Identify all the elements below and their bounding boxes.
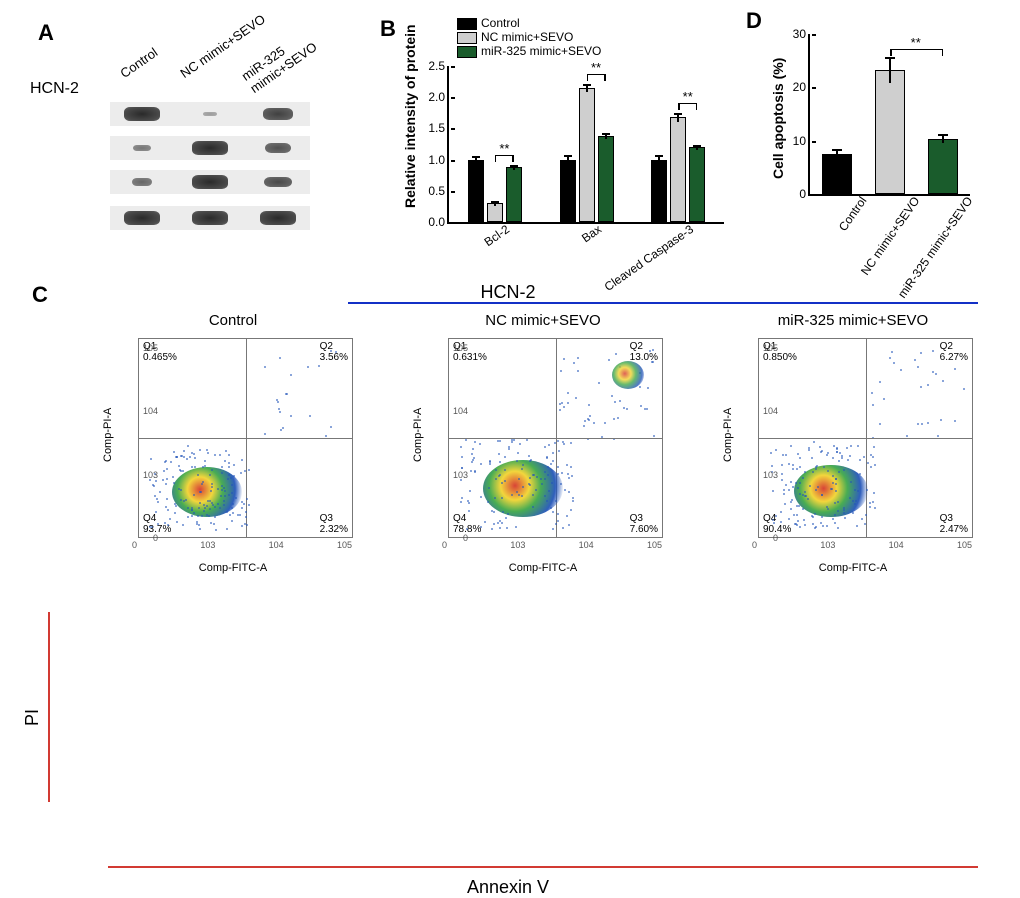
bar xyxy=(598,136,614,222)
legend-b: Control NC mimic+SEVO miR-325 mimic+SEVO xyxy=(457,16,601,58)
blot-row-bax: Bax20KDa xyxy=(110,136,310,160)
chart-d-area: 0102030ControlNC mimic+SEVOmiR-325 mimic… xyxy=(808,34,970,196)
lane-label-2: miR-325 mimic+SEVO xyxy=(239,27,320,96)
pi-axis-text: PI xyxy=(22,709,43,726)
blot-row-gapdh: GAPDH37KDa xyxy=(110,206,310,230)
bar xyxy=(651,160,667,222)
flow-plot: NC mimic+SEVOQ10.631%Q213.0%Q37.60%Q478.… xyxy=(398,332,688,572)
quadrant-label: Q37.60% xyxy=(630,513,658,535)
blot-band xyxy=(192,175,228,188)
quadrant-label: Q23.56% xyxy=(320,341,348,363)
bar xyxy=(487,203,503,222)
panel-b-ytitle: Relative intensity of protein xyxy=(402,24,418,208)
blot-band xyxy=(192,211,228,224)
panel-a-label: A xyxy=(38,20,54,46)
flow-plot: ControlQ10.465%Q23.56%Q32.32%Q493.7%Comp… xyxy=(88,332,378,572)
blot-band xyxy=(192,141,228,154)
figure-root: A HCN-2 Control NC mimic+SEVO miR-325 mi… xyxy=(10,10,1010,761)
blot-band xyxy=(133,145,150,151)
blot-band xyxy=(203,112,216,116)
bar xyxy=(579,88,595,222)
bar xyxy=(875,70,905,194)
panel-b: B Control NC mimic+SEVO miR-325 mimic+SE… xyxy=(392,18,742,268)
bar xyxy=(468,160,484,222)
blot-band xyxy=(263,108,293,119)
panel-b-label: B xyxy=(380,16,396,42)
hcn2-blue-line xyxy=(348,302,978,304)
flow-plot-title: NC mimic+SEVO xyxy=(398,312,688,329)
quadrant-label: Q213.0% xyxy=(630,341,658,363)
panel-d: D Cell apoptosis (%) 0102030ControlNC mi… xyxy=(758,14,1018,294)
panel-d-ytitle: Cell apoptosis (%) xyxy=(770,58,786,179)
pi-red-line xyxy=(48,612,50,802)
blot-row-cleaved-caspase-3: cleaved caspase 317KDa xyxy=(110,170,310,194)
chart-b-area: 0.00.51.01.52.02.5Bcl-2BaxCleaved Caspas… xyxy=(447,66,724,224)
flow-plot-title: Control xyxy=(88,312,378,329)
blot-row-bcl-2: Bcl-226KDa xyxy=(110,102,310,126)
ytick: 0.0 xyxy=(417,215,449,229)
bar xyxy=(689,147,705,222)
quadrant-label: Q490.4% xyxy=(763,513,791,535)
bar xyxy=(506,167,522,222)
blot-band xyxy=(124,107,160,120)
annexin-red-line xyxy=(108,866,978,868)
flow-plot-title: miR-325 mimic+SEVO xyxy=(708,312,998,329)
bar xyxy=(822,154,852,194)
blot-band xyxy=(124,211,160,224)
quadrant-label: Q32.32% xyxy=(320,513,348,535)
panel-d-label: D xyxy=(746,8,762,34)
panel-c: C HCN-2 ControlQ10.465%Q23.56%Q32.32%Q49… xyxy=(28,292,988,752)
legend-swatch-2 xyxy=(457,46,477,58)
blot-band xyxy=(265,143,292,153)
legend-text-1: NC mimic+SEVO xyxy=(481,30,573,44)
cell-line-label: HCN-2 xyxy=(30,80,79,98)
ytick: 1.5 xyxy=(417,121,449,135)
quadrant-label: Q478.8% xyxy=(453,513,481,535)
blot-band xyxy=(260,211,296,224)
ytick: 2.5 xyxy=(417,59,449,73)
ytick: 1.0 xyxy=(417,153,449,167)
annexin-axis-text: Annexin V xyxy=(28,877,988,898)
blot-band xyxy=(132,178,153,186)
bar xyxy=(670,117,686,222)
bar xyxy=(928,139,958,194)
panel-c-top-label: HCN-2 xyxy=(28,282,988,303)
ytick: 2.0 xyxy=(417,90,449,104)
bar xyxy=(560,160,576,222)
ytick: 0.5 xyxy=(417,184,449,198)
quadrant-label: Q32.47% xyxy=(940,513,968,535)
legend-swatch-1 xyxy=(457,32,477,44)
blot-band xyxy=(264,177,293,188)
legend-swatch-0 xyxy=(457,18,477,30)
flow-plot: miR-325 mimic+SEVOQ10.850%Q26.27%Q32.47%… xyxy=(708,332,998,572)
lane-label-0: Control xyxy=(117,45,160,81)
legend-text-0: Control xyxy=(481,16,520,30)
quadrant-label: Q26.27% xyxy=(940,341,968,363)
legend-text-2: miR-325 mimic+SEVO xyxy=(481,44,601,58)
